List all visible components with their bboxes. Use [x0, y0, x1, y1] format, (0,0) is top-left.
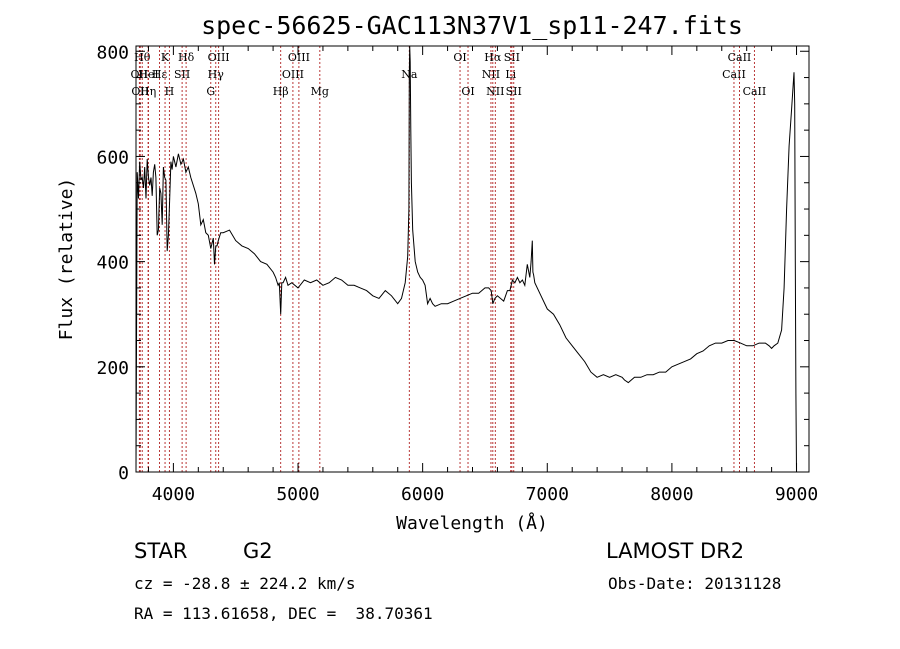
- y-tick-label: 0: [118, 463, 129, 484]
- spectral-line-label: K: [161, 51, 170, 64]
- spectral-line-label: OIII: [282, 68, 304, 81]
- x-tick-label: 4000: [152, 484, 195, 505]
- spectral-line-label: CaII: [728, 51, 752, 64]
- y-tick-label: 800: [96, 42, 129, 63]
- plot-frame: [135, 45, 810, 473]
- spectral-line-label: Li: [505, 68, 516, 81]
- spectral-line-label: Mg: [311, 85, 329, 98]
- spectral-line-label: CaII: [722, 68, 746, 81]
- ra-dec-coordinates: RA = 113.61658, DEC = 38.70361: [134, 604, 433, 623]
- x-tick-label: 5000: [276, 484, 319, 505]
- y-axis-label: Flux (relative): [56, 178, 77, 341]
- object-subclass: G2: [243, 539, 273, 563]
- redshift-velocity: cz = -28.8 ± 224.2 km/s: [134, 574, 356, 593]
- spectral-line-label: HeI: [138, 68, 158, 81]
- spectral-line-label: OII: [131, 68, 149, 81]
- spectrum-series-line: [135, 45, 797, 473]
- spectral-line-label: Hβ: [273, 85, 289, 98]
- chart-axes: 4000 5000 6000 7000 8000 9000 0 200 400 600 800: [96, 42, 818, 505]
- y-tick-label: 600: [96, 147, 129, 168]
- spectral-line-label: H: [165, 85, 175, 98]
- spectral-line-label: Hα: [484, 51, 502, 64]
- x-axis-label: Wavelength (Å): [396, 512, 548, 534]
- spectral-line-label: SII: [504, 51, 520, 64]
- spectral-line-label: OI: [461, 85, 474, 98]
- x-tick-label: 8000: [650, 484, 693, 505]
- spectral-line-label: Hθ: [134, 51, 151, 64]
- spectral-line-label: NII: [482, 68, 500, 81]
- spectral-line-label: Hε: [152, 68, 168, 81]
- spectral-line-label: OIII: [208, 51, 230, 64]
- x-tick-label: 6000: [401, 484, 444, 505]
- spectral-line-label: SII: [174, 68, 190, 81]
- observation-date: Obs-Date: 20131128: [608, 574, 782, 593]
- spectral-line-markers: OIIOIIHθHηHeIHεKHSIIHδGHγOIIIHβOIIIOIIIM…: [131, 46, 767, 472]
- spectral-line-label: OIII: [288, 51, 310, 64]
- chart-title: spec-56625-GAC113N37V1_sp11-247.fits: [201, 11, 743, 40]
- spectral-line-label: CaII: [743, 85, 767, 98]
- y-tick-label: 200: [96, 358, 129, 379]
- spectral-line-label: Hδ: [178, 51, 195, 64]
- y-tick-label: 400: [96, 253, 129, 274]
- spectral-line-label: OI: [453, 51, 466, 64]
- spectral-line-label: G: [206, 85, 215, 98]
- x-tick-label: 7000: [526, 484, 569, 505]
- x-tick-label: 9000: [775, 484, 818, 505]
- spectral-line-label: Hγ: [208, 68, 225, 81]
- spectral-line-label: SII: [506, 85, 522, 98]
- object-class: STAR: [134, 539, 188, 563]
- survey-name: LAMOST DR2: [606, 539, 745, 563]
- spectral-line-label: NII: [486, 85, 504, 98]
